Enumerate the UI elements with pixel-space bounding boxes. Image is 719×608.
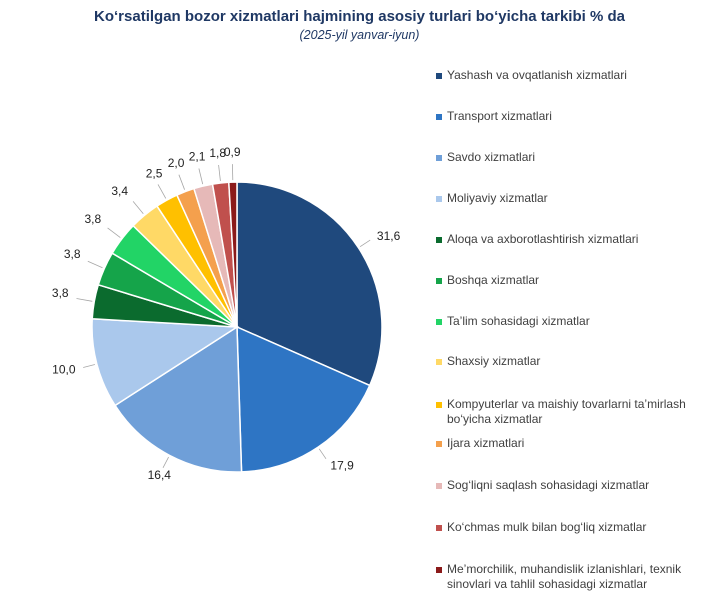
data-label-1: 31,6 xyxy=(377,229,401,243)
data-label-6: 3,8 xyxy=(64,247,81,261)
pie-slice-3 xyxy=(114,325,243,473)
legend-swatch xyxy=(436,567,442,573)
leader-line-9 xyxy=(157,184,167,199)
legend-swatch xyxy=(436,359,442,365)
legend-label: Kompyuterlar va maishiy tovarlarni ta’mi… xyxy=(447,397,686,426)
legend-swatch xyxy=(436,114,442,120)
leader-line-11 xyxy=(198,168,204,185)
legend-label: Yashash va ovqatlanish xizmatlari xyxy=(447,68,627,82)
legend-swatch xyxy=(436,525,442,531)
legend-label: Ijara xizmatlari xyxy=(447,436,525,450)
legend-label: Ta’lim sohasidagi xizmatlar xyxy=(447,314,590,328)
legend-label: Sog‘liqni saqlash sohasidagi xizmatlar xyxy=(447,478,650,492)
legend-swatch xyxy=(436,402,442,408)
pie-slice-4 xyxy=(91,318,240,407)
data-label-9: 2,5 xyxy=(146,166,163,180)
data-labels: 31,6 17,9 16,4 10,0 3,8 3,8 3,8 3,4 2,5 2,0 2,1 1,8… xyxy=(52,145,401,482)
pie-slice-1 xyxy=(236,181,383,387)
legend-swatch xyxy=(436,155,442,161)
chart-subtitle: (2025-yil yanvar-iyun) xyxy=(299,28,420,42)
data-label-7: 3,8 xyxy=(85,212,102,226)
data-label-8: 3,4 xyxy=(111,184,128,198)
data-label-13: 0,9 xyxy=(224,145,241,159)
leader-line-2 xyxy=(318,448,327,460)
leader-line-8 xyxy=(132,201,144,214)
legend-swatch xyxy=(436,73,442,79)
legend-swatch xyxy=(436,278,442,284)
data-label-10: 2,0 xyxy=(168,156,185,170)
legend-label: Savdo xizmatlari xyxy=(447,150,536,164)
legend-label: Moliyaviy xizmatlar xyxy=(447,191,548,205)
data-label-5: 3,8 xyxy=(52,286,69,300)
legend-swatch xyxy=(436,483,442,489)
legend-label: Ko‘chmas mulk bilan bog‘liq xizmatlar xyxy=(447,520,647,534)
leader-lines xyxy=(76,164,371,468)
legend-swatch xyxy=(436,441,442,447)
data-label-12: 1,8 xyxy=(209,146,226,160)
leader-line-4 xyxy=(83,364,95,368)
data-label-3: 16,4 xyxy=(148,468,172,482)
leader-line-5 xyxy=(76,298,93,302)
legend-swatch xyxy=(436,237,442,243)
pie-slices xyxy=(91,181,383,473)
leader-line-10 xyxy=(178,174,185,190)
data-label-4: 10,0 xyxy=(52,363,76,377)
legend-label: Boshqa xizmatlar xyxy=(447,273,540,287)
leader-line-7 xyxy=(107,227,121,238)
leader-line-12 xyxy=(218,164,221,181)
data-label-11: 2,1 xyxy=(189,150,206,164)
legend-label: Aloqa va axborotlashtirish xizmatlari xyxy=(447,232,639,246)
legend-swatch xyxy=(436,196,442,202)
pie-slice-13 xyxy=(228,181,238,328)
legend-swatch xyxy=(436,319,442,325)
leader-line-1 xyxy=(359,239,371,248)
legend-label: Transport xizmatlari xyxy=(447,109,552,123)
chart-title: Ko‘rsatilgan bozor xizmatlari hajmining … xyxy=(94,8,625,25)
data-label-2: 17,9 xyxy=(330,458,354,472)
legend-label: Me’morchilik, muhandislik izlanishlari, … xyxy=(447,562,682,591)
leader-line-3 xyxy=(162,456,169,468)
pie-slice-2 xyxy=(236,325,371,473)
leader-line-6 xyxy=(87,260,103,269)
legend-label: Shaxsiy xizmatlar xyxy=(447,354,541,368)
